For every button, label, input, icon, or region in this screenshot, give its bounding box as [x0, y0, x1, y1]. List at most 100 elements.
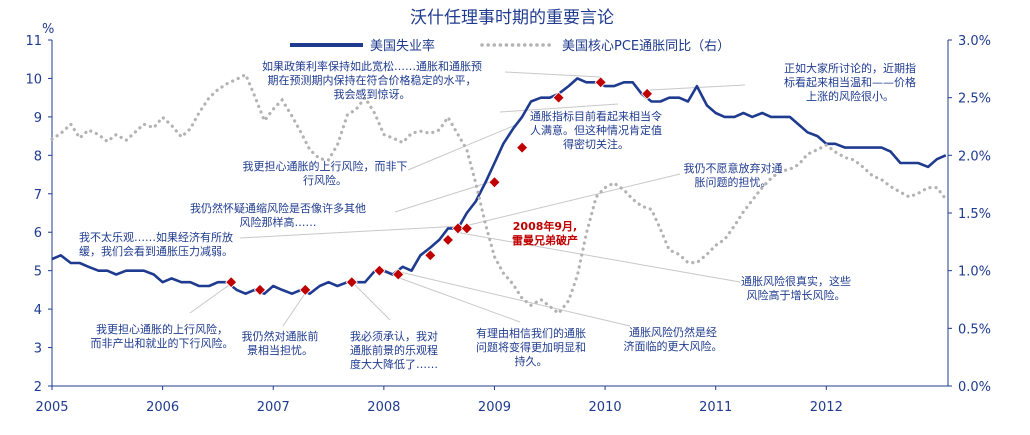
y-left-tick-label: 8 — [34, 149, 42, 164]
annotation-line: 有理由相信我们的通胀 — [476, 326, 586, 340]
annotation-a3: 正如大家所讨论的，近期指标看起来相当温和——价格上涨的风险很小。 — [784, 61, 916, 103]
x-tick-label: 2011 — [699, 400, 732, 415]
annotation-line: 持久。 — [515, 354, 548, 368]
annotation-a10: 我更担心通胀的上行风险，而非产出和就业的下行风险。 — [91, 322, 234, 350]
annotation-line: 通胀风险仍然是经 — [629, 325, 717, 339]
annotation-line: 2008年9月, — [513, 219, 577, 233]
annotation-a14: 通胀风险仍然是经济面临的更大风险。 — [624, 325, 723, 353]
event-marker-diamond — [253, 283, 267, 296]
event-marker-diamond — [552, 91, 565, 104]
legend-label-core-pce: 美国核心PCE通胀同比（右） — [562, 39, 730, 54]
event-marker-diamond — [373, 264, 386, 277]
annotation-line: 我更担心通胀的上行风险，而非下 — [243, 159, 408, 173]
event-marker-diamond — [451, 222, 465, 235]
annotation-a7: 我不太乐观……如果经济有所放缓，我们会看到通胀压力减弱。 — [79, 230, 233, 258]
event-marker-diamond — [488, 176, 501, 189]
annotation-line: 人满意。但这种情况肯定值 — [530, 123, 662, 137]
annotation-a2: 通胀指标目前看起来相当令人满意。但这种情况肯定值得密切关注。 — [530, 109, 662, 151]
annotation-line: 景相当担忧。 — [247, 343, 313, 357]
series-line-unemployment — [51, 77, 947, 295]
y-right-tick-label: 1.5% — [958, 207, 991, 222]
y-left-tick-label: 6 — [34, 226, 42, 241]
y-right-tick-label: 0.5% — [958, 322, 991, 337]
annotation-line: 我仍然对通胀前 — [242, 329, 319, 343]
y-left-unit: % — [42, 22, 54, 37]
annotation-line: 缓，我们会看到通胀压力减弱。 — [79, 244, 233, 258]
annotation-line: 通胀前景的乐观程 — [350, 343, 438, 357]
y-left-tick-label: 7 — [34, 188, 42, 203]
x-tick-label: 2007 — [257, 400, 290, 415]
annotation-line: 我必须承认，我对 — [350, 329, 438, 343]
event-marker-diamond — [460, 222, 473, 235]
event-marker-diamond — [516, 141, 529, 154]
event-marker-diamond — [392, 268, 405, 281]
annotation-line: 我会感到惊讶。 — [334, 87, 411, 101]
y-right-tick-label: 3.0% — [958, 34, 991, 49]
annotation-leader-line — [499, 103, 619, 113]
y-left-tick-label: 10 — [25, 72, 42, 87]
annotation-line: 风险高于增长风险。 — [747, 288, 846, 302]
annotation-a13: 有理由相信我们的通胀问题将变得更加明显和持久。 — [476, 326, 586, 368]
x-tick-label: 2005 — [35, 400, 68, 415]
annotation-line: 上涨的风险很小。 — [806, 89, 894, 103]
y-right-tick-label: 2.5% — [958, 92, 991, 107]
annotation-leader-line — [399, 271, 631, 327]
annotation-line: 我仍不愿意放弃对通 — [684, 161, 783, 175]
annotation-line: 如果政策利率保持如此宽松……通胀和通胀预 — [262, 59, 482, 73]
legend: 美国失业率 美国核心PCE通胀同比（右） — [290, 38, 730, 54]
tick-labels: 2 3 4 5 6 7 8 9 10 11 0.0% 0.5% 1.0% 1.5% 2.0% 2.5% 3.0%… — [25, 34, 991, 415]
annotation-a6: 我仍不愿意放弃对通胀问题的担忧。 — [684, 161, 783, 189]
annotation-leader-line — [189, 282, 233, 314]
x-tick-label: 2010 — [589, 400, 622, 415]
annotation-line: 通胀风险很真实，这些 — [741, 274, 851, 288]
annotation-line: 胀问题的担忧。 — [695, 175, 772, 189]
annotation-line: 而非产出和就业的下行风险。 — [91, 336, 234, 350]
event-marker-diamond — [299, 283, 312, 296]
chart-title: 沃什任理事时期的重要言论 — [410, 8, 614, 28]
annotation-line: 雷曼兄弟破产 — [512, 233, 578, 247]
annotation-leader-line — [282, 288, 309, 327]
x-tick-label: 2008 — [367, 400, 400, 415]
annotation-line: 通胀指标目前看起来相当令 — [530, 109, 662, 123]
event-marker-diamond — [641, 87, 654, 100]
y-left-tick-label: 11 — [25, 34, 42, 49]
y-right-tick-label: 1.0% — [958, 265, 991, 280]
x-tick-label: 2012 — [810, 400, 843, 415]
annotation-line: 正如大家所讨论的，近期指 — [784, 61, 916, 75]
annotation-leader-line — [394, 181, 491, 213]
y-left-tick-label: 3 — [34, 342, 42, 357]
annotation-leader-line — [464, 173, 681, 227]
annotation-line: 期在预测期内保持在符合价格稳定的水平， — [268, 73, 477, 87]
annotation-a5: 我仍然怀疑通缩风险是否像许多其他风险那样高…… — [190, 201, 366, 229]
annotation-leader-line — [454, 231, 741, 283]
event-marker-diamond — [225, 276, 238, 289]
annotation-leader-line — [382, 271, 521, 323]
y-left-tick-label: 9 — [34, 111, 42, 126]
annotation-line: 标看起来相当温和——价格 — [784, 75, 916, 89]
annotation-line: 我仍然怀疑通缩风险是否像许多其他 — [190, 201, 366, 215]
annotation-a11: 我仍然对通胀前景相当担忧。 — [242, 329, 319, 357]
legend-label-unemployment: 美国失业率 — [370, 38, 435, 54]
annotation-leader-line — [407, 123, 519, 171]
event-marker-diamond — [441, 233, 455, 246]
annotation-line: 我更担心通胀的上行风险， — [96, 322, 228, 336]
annotation-a1: 如果政策利率保持如此宽松……通胀和通胀预期在预测期内保持在符合价格稳定的水平，我… — [262, 59, 482, 101]
annotation-line: 行风险。 — [303, 173, 347, 187]
x-tick-label: 2006 — [146, 400, 179, 415]
axes — [48, 39, 952, 390]
annotation-leader-line — [352, 282, 391, 321]
annotation-leader-line — [239, 225, 462, 239]
annotation-leaders — [189, 71, 746, 327]
event-markers — [225, 76, 654, 296]
annotation-line: 问题将变得更加明显和 — [476, 340, 586, 354]
x-tick-label: 2009 — [478, 400, 511, 415]
event-marker-diamond — [424, 249, 437, 262]
annotation-a4: 我更担心通胀的上行风险，而非下行风险。 — [243, 159, 408, 187]
annotation-a12: 我必须承认，我对通胀前景的乐观程度大大降低了…… — [350, 329, 438, 371]
annotation-a9: 通胀风险很真实，这些风险高于增长风险。 — [741, 274, 851, 302]
annotation-a8: 2008年9月,雷曼兄弟破产 — [512, 219, 578, 247]
y-left-tick-label: 4 — [34, 303, 42, 318]
annotations: 如果政策利率保持如此宽松……通胀和通胀预期在预测期内保持在符合价格稳定的水平，我… — [79, 59, 916, 371]
annotation-line: 济面临的更大风险。 — [624, 339, 723, 353]
